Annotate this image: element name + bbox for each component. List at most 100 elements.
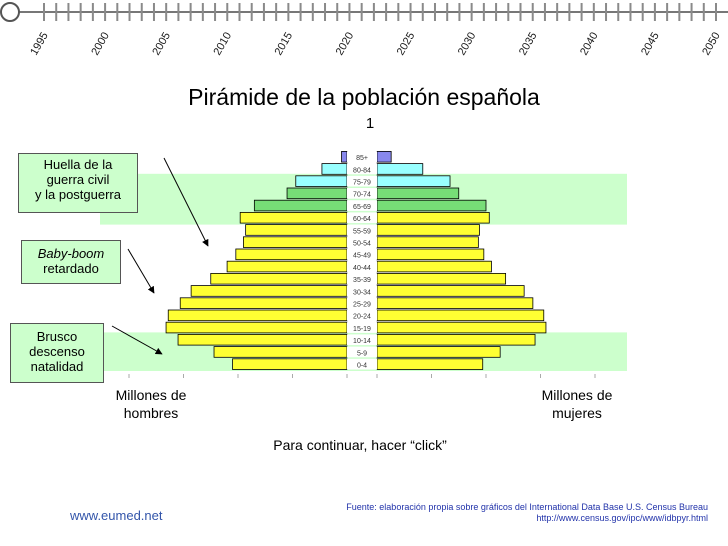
bar-women-5-9: [376, 346, 501, 358]
bar-women-70-74: [376, 187, 460, 200]
age-label: 50-54: [353, 241, 371, 248]
age-label: 65-69: [353, 204, 371, 211]
bar-men-45-49: [235, 248, 348, 261]
annotation-war-line-1: Huella de la: [43, 157, 113, 172]
bar-men-5-9: [213, 346, 348, 358]
age-label: 35-39: [353, 277, 371, 284]
age-label: 75-79: [353, 180, 371, 187]
bar-men-85+: [341, 150, 348, 163]
age-cell: [347, 322, 377, 333]
page-title: Pirámide de la población española: [188, 84, 540, 110]
bar-women-30-34: [376, 285, 525, 297]
age-label: 20-24: [353, 314, 371, 321]
timeline-ticks: [43, 3, 717, 21]
bar-men-30-34: [190, 285, 348, 297]
bar-men-55-59: [245, 224, 348, 236]
bar-men-15-19: [165, 321, 348, 334]
bar-women-45-49: [376, 248, 485, 261]
bar-men-70-74: [286, 187, 348, 200]
annotation-birth-drop: Brusco descenso natalidad: [10, 323, 104, 383]
age-cell: [347, 236, 377, 248]
age-cell: [347, 224, 377, 236]
bar-men-40-44: [226, 260, 348, 273]
bar-women-65-69: [376, 199, 487, 212]
age-label: 15-19: [353, 326, 371, 333]
bar-men-65-69: [253, 199, 348, 212]
x-axis-ticks: [128, 374, 596, 378]
bar-women-75-79: [376, 175, 451, 187]
bar-women-25-29: [376, 297, 534, 309]
bar-men-50-54: [243, 236, 348, 248]
axis-label-women-line-1: Millones de: [541, 387, 613, 403]
source-url[interactable]: http://www.census.gov/ipc/www/idbpyr.htm…: [536, 513, 708, 523]
annotation-baby-line-2: retardado: [43, 261, 99, 276]
age-cell: [347, 334, 377, 346]
age-cell: [347, 175, 377, 187]
axis-label-women: Millones de mujeres: [526, 386, 628, 422]
axis-label-men-line-2: hombres: [123, 405, 179, 421]
age-label: 60-64: [353, 216, 371, 223]
age-label: 10-14: [353, 338, 371, 345]
source-credit: Fuente: elaboración propia sobre gráfico…: [268, 502, 708, 524]
bar-women-15-19: [376, 321, 547, 334]
age-labels: 0-4 5-9 10-14 15-19 20-24 25-29 30-34 35-39 40-4…: [347, 151, 377, 370]
bar-women-40-44: [376, 260, 492, 273]
annotation-baby-boom: Baby-boom retardado: [21, 240, 121, 284]
age-label: 70-74: [353, 192, 371, 199]
bar-men-35-39: [210, 272, 348, 285]
bar-women-85+: [376, 150, 392, 163]
bar-women-35-39: [376, 272, 507, 285]
age-label: 85+: [356, 155, 368, 162]
annotation-civil-war: Huella de la guerra civil y la postguerr…: [18, 153, 138, 213]
axis-label-women-line-2: mujeres: [552, 405, 602, 421]
age-cell: [347, 273, 377, 285]
age-cell: [347, 358, 377, 370]
age-cell: [347, 188, 377, 199]
age-cell: [347, 151, 377, 163]
bar-men-0-4: [232, 358, 348, 370]
arrow-drop: [111, 325, 163, 355]
bar-women-55-59: [376, 224, 480, 236]
annotation-baby-line-1: Baby-boom: [37, 246, 105, 261]
axis-label-men: Millones de hombres: [100, 386, 202, 422]
age-cell: [347, 297, 377, 309]
timeline-slider-dot[interactable]: [0, 2, 20, 22]
age-cell: [347, 249, 377, 260]
age-label: 40-44: [353, 265, 371, 272]
bar-women-20-24: [376, 309, 545, 322]
continue-hint: Para continuar, hacer “click”: [273, 437, 447, 453]
age-cell: [347, 163, 377, 175]
axis-label-men-line-1: Millones de: [115, 387, 187, 403]
age-cell: [347, 310, 377, 321]
site-link[interactable]: www.eumed.net: [70, 508, 163, 523]
annotation-war-line-3: y la postguerra: [35, 187, 121, 202]
annotation-drop-line-2: descenso: [29, 344, 85, 359]
age-cell: [347, 285, 377, 297]
age-cell: [347, 200, 377, 211]
age-label: 55-59: [353, 228, 371, 235]
bars-men: [165, 150, 348, 370]
bar-men-75-79: [295, 175, 348, 187]
age-cell: [347, 346, 377, 358]
arrow-baby-boom: [127, 248, 155, 294]
bar-women-50-54: [376, 236, 479, 248]
age-label: 0-4: [357, 363, 367, 370]
age-label: 30-34: [353, 289, 371, 296]
age-cell: [347, 261, 377, 272]
timeline[interactable]: 1995 2000 2005 2010 2015 2020 2025 2030 2035 2040…: [0, 0, 728, 70]
source-line-1: Fuente: elaboración propia sobre gráfico…: [346, 502, 708, 512]
bar-men-10-14: [177, 333, 348, 346]
bar-women-10-14: [376, 333, 536, 346]
age-label: 80-84: [353, 167, 371, 174]
age-label: 25-29: [353, 302, 371, 309]
annotation-arrows: [111, 157, 209, 355]
bar-men-60-64: [239, 211, 348, 224]
annotation-drop-line-1: Brusco: [36, 329, 78, 344]
arrow-war: [163, 157, 209, 247]
age-cell: [347, 212, 377, 224]
age-label: 45-49: [353, 253, 371, 260]
frame-number: 1: [365, 115, 375, 132]
bar-women-80-84: [376, 163, 424, 175]
annotation-drop-line-3: natalidad: [30, 359, 84, 374]
